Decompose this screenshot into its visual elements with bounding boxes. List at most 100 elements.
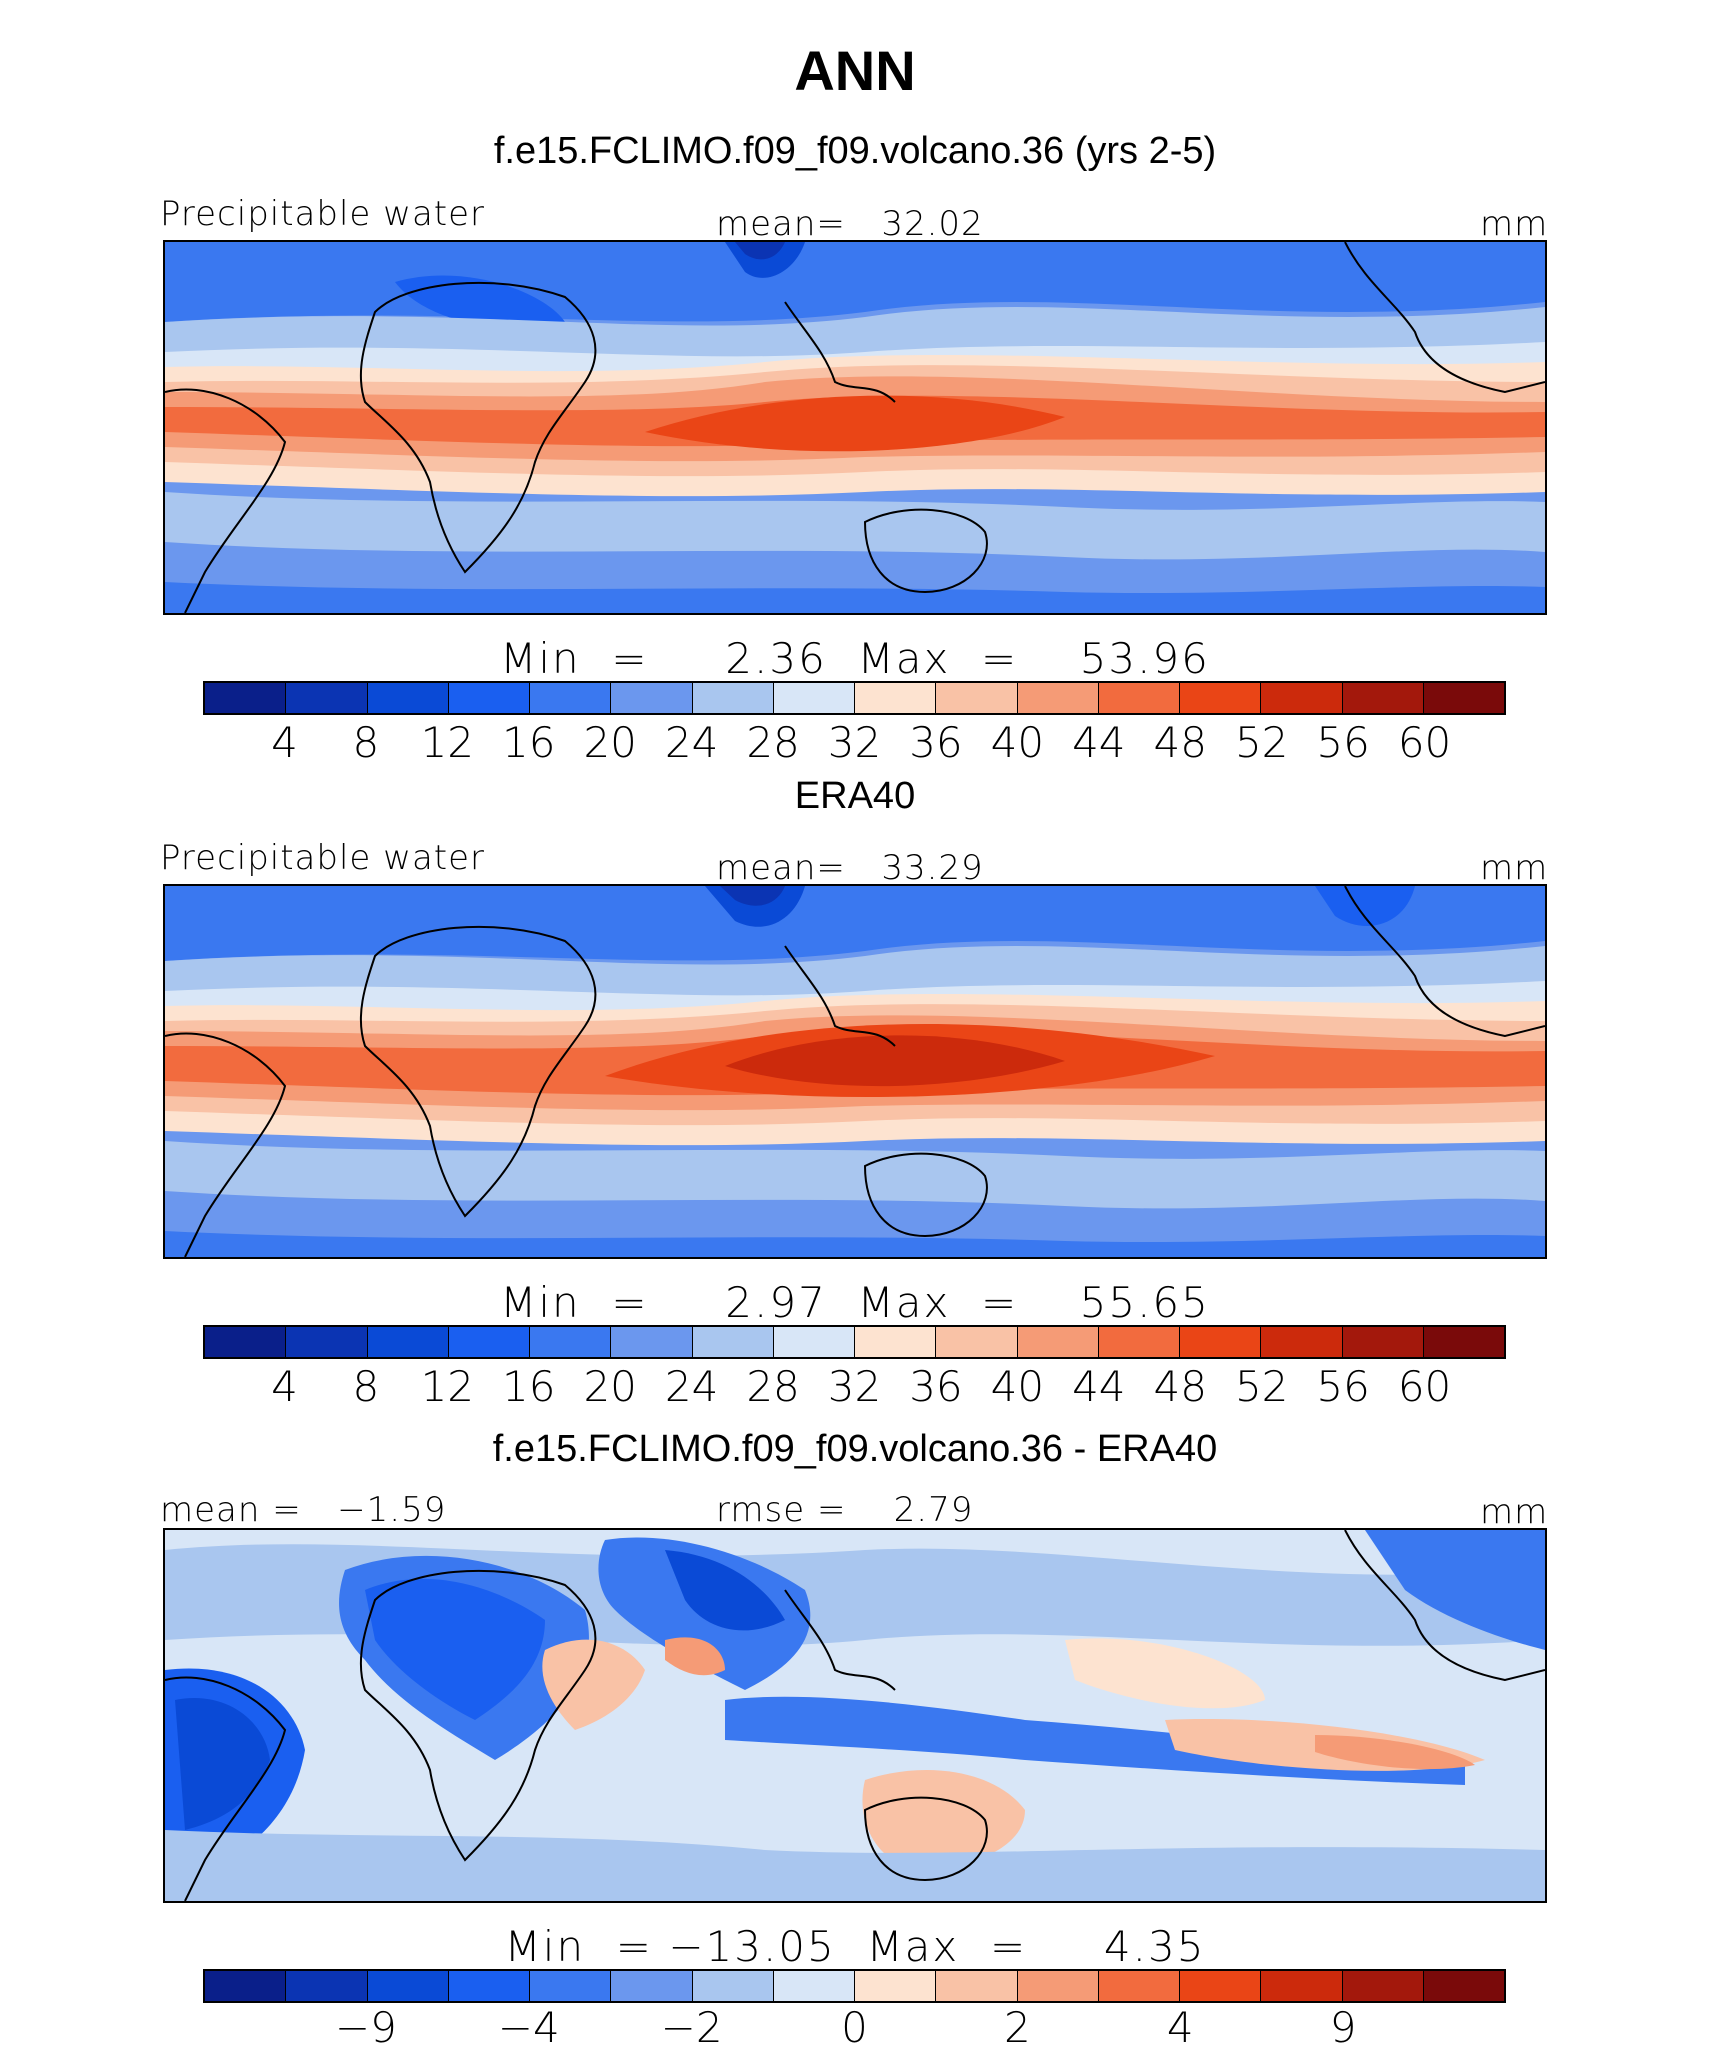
colorbar-swatch — [448, 1327, 530, 1357]
colorbar-tick-label: 36 — [909, 1362, 963, 1411]
colorbar-swatch — [1423, 1327, 1504, 1357]
colorbar-swatch — [530, 1971, 612, 2001]
colorbar-swatch — [855, 683, 937, 713]
colorbar-tick-label: 4 — [271, 718, 298, 767]
panel1-title: f.e15.FCLIMO.f09_f09.volcano.36 (yrs 2-5… — [493, 130, 1217, 172]
colorbar-swatch — [1261, 1971, 1343, 2001]
colorbar-tick-label: 32 — [827, 718, 882, 767]
colorbar-tick-label: 40 — [990, 718, 1045, 767]
panel1-minmax: Min = 2.36 Max = 53.96 — [500, 634, 1210, 683]
colorbar-tick-label: 24 — [664, 718, 719, 767]
colorbar-tick-label: 9 — [1329, 2003, 1357, 2052]
colorbar-tick-label: −2 — [660, 2003, 723, 2052]
colorbar-tick-label: 52 — [1234, 1362, 1289, 1411]
colorbar-tick-label: 48 — [1153, 718, 1207, 767]
panel1-map — [163, 240, 1547, 615]
colorbar-tick-label: −9 — [334, 2003, 397, 2052]
colorbar-tick-label: 8 — [352, 718, 380, 767]
colorbar-swatch — [1261, 1327, 1343, 1357]
colorbar-tick-label: 20 — [583, 1362, 637, 1411]
colorbar-tick-label: 44 — [1072, 718, 1126, 767]
colorbar-swatch — [1423, 1971, 1504, 2001]
colorbar-tick-label: 2 — [1004, 2003, 1031, 2052]
colorbar-tick-label: 52 — [1234, 718, 1289, 767]
panel2-map — [163, 884, 1547, 1259]
colorbar-tick-label: 16 — [502, 1362, 556, 1411]
colorbar-swatch — [773, 683, 855, 713]
colorbar-tick-label: 12 — [420, 718, 475, 767]
colorbar-tick-label: 16 — [502, 718, 556, 767]
panel3-units-label: mm — [1480, 1492, 1549, 1532]
panel3-colorbar-ticks: −9 −4 −2 0 2 4 9 — [203, 2003, 1506, 2052]
colorbar-swatch — [1342, 683, 1424, 713]
colorbar-tick-label: 36 — [909, 718, 963, 767]
colorbar-swatch — [205, 683, 287, 713]
colorbar-tick-label: 60 — [1397, 1362, 1452, 1411]
panel1-units-label: mm — [1480, 204, 1549, 244]
colorbar-swatch — [448, 683, 530, 713]
colorbar-swatch — [611, 1971, 693, 2001]
colorbar-swatch — [936, 683, 1018, 713]
colorbar-swatch — [1098, 1971, 1180, 2001]
colorbar-swatch — [611, 1327, 693, 1357]
panel3-title: f.e15.FCLIMO.f09_f09.volcano.36 - ERA40 — [492, 1428, 1218, 1470]
figure-title: ANN — [794, 39, 916, 102]
panel2-colorbar — [203, 1325, 1506, 1359]
colorbar-tick-label: 24 — [664, 1362, 719, 1411]
colorbar-swatch — [936, 1971, 1018, 2001]
colorbar-swatch — [692, 683, 774, 713]
colorbar-swatch — [1180, 683, 1262, 713]
colorbar-tick-label: 28 — [746, 1362, 800, 1411]
colorbar-swatch — [530, 1327, 612, 1357]
panel3-colorbar — [203, 1969, 1506, 2003]
colorbar-swatch — [1017, 1327, 1099, 1357]
colorbar-tick-label: 32 — [827, 1362, 882, 1411]
panel3-map — [163, 1528, 1547, 1903]
colorbar-swatch — [1017, 1971, 1099, 2001]
panel1-colorbar — [203, 681, 1506, 715]
panel1-mean-label: mean= 32.02 — [716, 204, 984, 244]
panel3-rmse-label: rmse = 2.79 — [716, 1490, 974, 1530]
colorbar-swatch — [855, 1971, 937, 2001]
colorbar-tick-label: 0 — [841, 2003, 868, 2052]
colorbar-swatch — [367, 1971, 449, 2001]
colorbar-swatch — [936, 1327, 1018, 1357]
colorbar-tick-label: 40 — [990, 1362, 1045, 1411]
colorbar-tick-label: 56 — [1316, 1362, 1370, 1411]
colorbar-swatch — [286, 1971, 368, 2001]
colorbar-tick-label: 4 — [271, 1362, 298, 1411]
panel1-variable-label: Precipitable water — [160, 194, 486, 234]
panel2-variable-label: Precipitable water — [160, 838, 486, 878]
colorbar-swatch — [367, 683, 449, 713]
panel2-mean-label: mean= 33.29 — [716, 848, 984, 888]
colorbar-swatch — [1180, 1327, 1262, 1357]
colorbar-tick-label: 20 — [583, 718, 637, 767]
colorbar-swatch — [286, 683, 368, 713]
colorbar-tick-label: 28 — [746, 718, 800, 767]
colorbar-swatch — [1180, 1971, 1262, 2001]
colorbar-tick-label: 12 — [420, 1362, 475, 1411]
colorbar-tick-label: 48 — [1153, 1362, 1207, 1411]
colorbar-tick-label: −4 — [497, 2003, 560, 2052]
panel2-colorbar-ticks: 4 8 12 16 20 24 28 32 36 40 44 48 52 56 … — [203, 1362, 1506, 1411]
colorbar-swatch — [1342, 1327, 1424, 1357]
colorbar-swatch — [1098, 683, 1180, 713]
colorbar-swatch — [1261, 683, 1343, 713]
panel2-units-label: mm — [1480, 848, 1549, 888]
colorbar-swatch — [855, 1327, 937, 1357]
colorbar-swatch — [1423, 683, 1504, 713]
colorbar-swatch — [448, 1971, 530, 2001]
panel2-minmax: Min = 2.97 Max = 55.65 — [500, 1278, 1210, 1327]
panel3-minmax: Min = −13.05 Max = 4.35 — [504, 1922, 1206, 1971]
colorbar-swatch — [692, 1971, 774, 2001]
colorbar-swatch — [773, 1971, 855, 2001]
colorbar-swatch — [205, 1971, 287, 2001]
colorbar-swatch — [611, 683, 693, 713]
panel1-colorbar-ticks: 4 8 12 16 20 24 28 32 36 40 44 48 52 56 … — [203, 718, 1506, 767]
colorbar-swatch — [1017, 683, 1099, 713]
colorbar-swatch — [367, 1327, 449, 1357]
colorbar-swatch — [530, 683, 612, 713]
colorbar-tick-label: 4 — [1166, 2003, 1194, 2052]
colorbar-swatch — [205, 1327, 287, 1357]
colorbar-swatch — [773, 1327, 855, 1357]
